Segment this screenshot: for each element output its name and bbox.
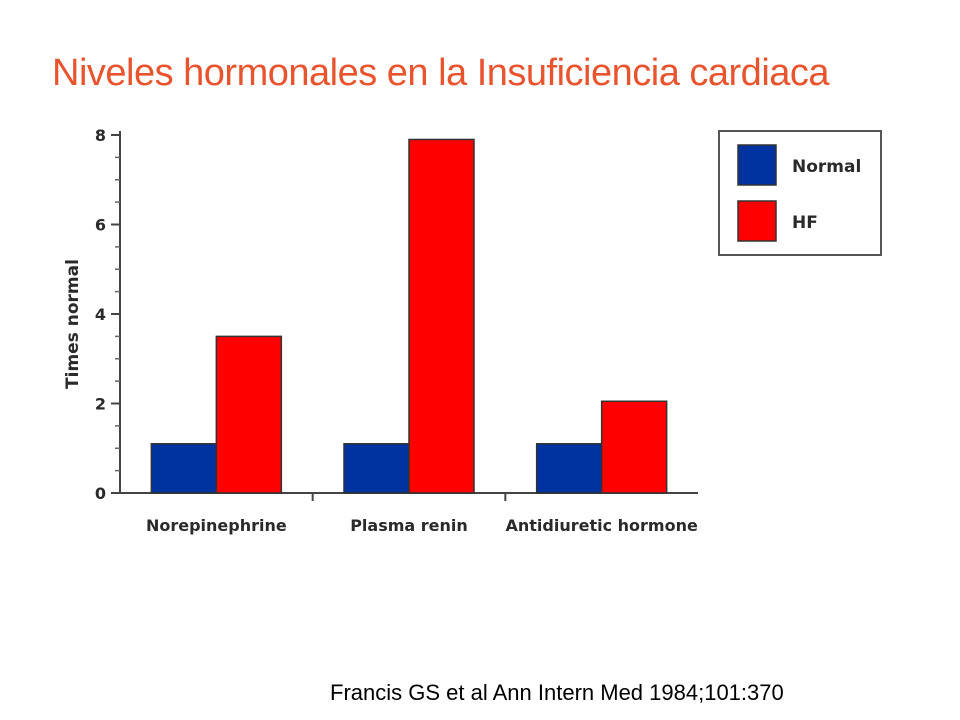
legend-swatch bbox=[737, 144, 777, 186]
x-ticks: Norepinephrine Plasma renin Antidiuretic h… bbox=[146, 493, 698, 535]
bar-hf bbox=[215, 335, 283, 494]
y-tick-label: 6 bbox=[95, 216, 106, 235]
legend-label: HF bbox=[792, 213, 818, 233]
y-ticks: 0 2 4 6 8 bbox=[95, 126, 120, 503]
slide-title: Niveles hormonales en la Insuficiencia c… bbox=[52, 52, 830, 94]
y-tick-label: 4 bbox=[95, 305, 106, 324]
bars bbox=[150, 138, 668, 494]
x-tick-label: Antidiuretic hormone bbox=[505, 516, 697, 535]
bar-normal bbox=[343, 443, 410, 494]
legend-swatch bbox=[737, 200, 777, 242]
bar-normal bbox=[535, 443, 603, 494]
y-tick-label: 0 bbox=[95, 484, 106, 503]
citation: Francis GS et al Ann Intern Med 1984;101… bbox=[330, 680, 784, 705]
y-tick-label: 2 bbox=[95, 395, 106, 414]
bar-hf bbox=[600, 400, 668, 494]
y-tick-label: 8 bbox=[95, 126, 106, 145]
y-axis-label: Times normal bbox=[63, 259, 83, 389]
legend-label: Normal bbox=[792, 157, 861, 177]
legend: Normal HF bbox=[718, 130, 882, 256]
x-tick-label: Plasma renin bbox=[350, 516, 468, 535]
x-tick-label: Norepinephrine bbox=[146, 516, 287, 535]
bar-normal bbox=[150, 443, 218, 494]
bar-hf bbox=[408, 138, 475, 494]
